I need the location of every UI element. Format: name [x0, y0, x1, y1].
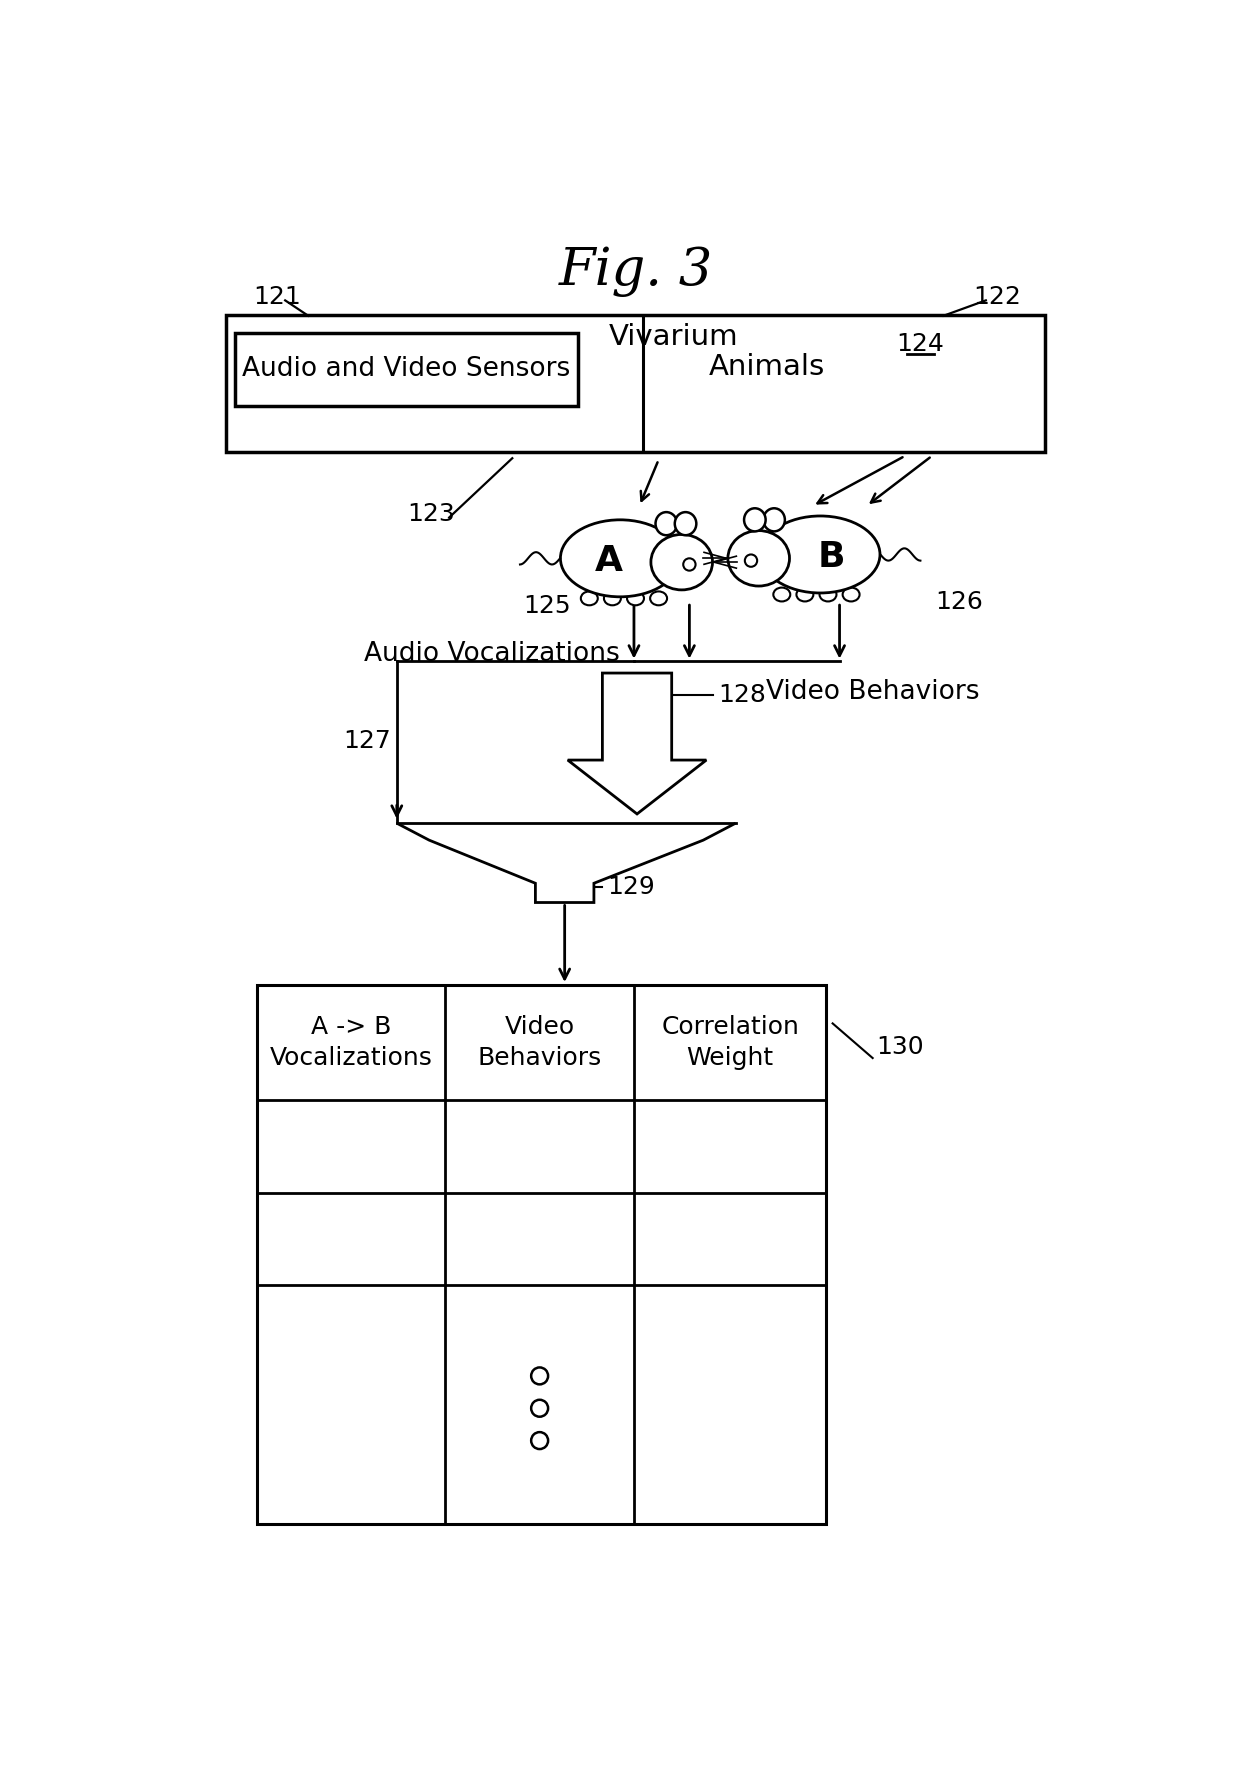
Bar [226, 315, 1045, 452]
Polygon shape [568, 674, 707, 814]
Text: 121: 121 [253, 284, 301, 309]
Ellipse shape [604, 592, 621, 605]
Circle shape [531, 1367, 548, 1385]
Text: Video
Behaviors: Video Behaviors [477, 1015, 601, 1070]
Text: 123: 123 [408, 501, 455, 526]
Text: 125: 125 [523, 594, 570, 619]
Ellipse shape [560, 519, 680, 597]
Ellipse shape [764, 509, 785, 532]
Ellipse shape [744, 509, 765, 532]
Bar [236, 332, 578, 405]
Text: 129: 129 [608, 875, 655, 900]
Text: 122: 122 [973, 284, 1022, 309]
Text: B: B [818, 541, 846, 574]
Ellipse shape [843, 587, 859, 601]
Ellipse shape [580, 592, 598, 605]
Text: Animals: Animals [708, 354, 825, 380]
Circle shape [531, 1431, 548, 1449]
Circle shape [745, 555, 758, 567]
Ellipse shape [627, 592, 644, 605]
Ellipse shape [774, 587, 790, 601]
Ellipse shape [760, 516, 880, 594]
Text: 124: 124 [897, 332, 945, 356]
Ellipse shape [728, 530, 790, 587]
Circle shape [683, 558, 696, 571]
Text: 128: 128 [718, 683, 766, 706]
Text: Vivarium: Vivarium [609, 322, 739, 350]
Ellipse shape [820, 587, 837, 601]
Text: A: A [594, 544, 622, 578]
Text: Audio and Video Sensors: Audio and Video Sensors [242, 356, 570, 382]
Ellipse shape [656, 512, 677, 535]
Circle shape [531, 1399, 548, 1417]
Text: Video Behaviors: Video Behaviors [766, 679, 980, 706]
Ellipse shape [650, 592, 667, 605]
Text: 127: 127 [343, 729, 392, 752]
Text: 126: 126 [935, 590, 983, 613]
Text: Audio Vocalizations: Audio Vocalizations [365, 640, 620, 667]
Polygon shape [397, 823, 735, 903]
Text: A -> B
Vocalizations: A -> B Vocalizations [269, 1015, 433, 1070]
Ellipse shape [675, 512, 697, 535]
Text: Correlation
Weight: Correlation Weight [661, 1015, 799, 1070]
Text: 130: 130 [877, 1035, 924, 1058]
Ellipse shape [796, 587, 813, 601]
Ellipse shape [651, 535, 713, 590]
Bar [257, 985, 826, 1524]
Text: Fig. 3: Fig. 3 [558, 245, 713, 297]
